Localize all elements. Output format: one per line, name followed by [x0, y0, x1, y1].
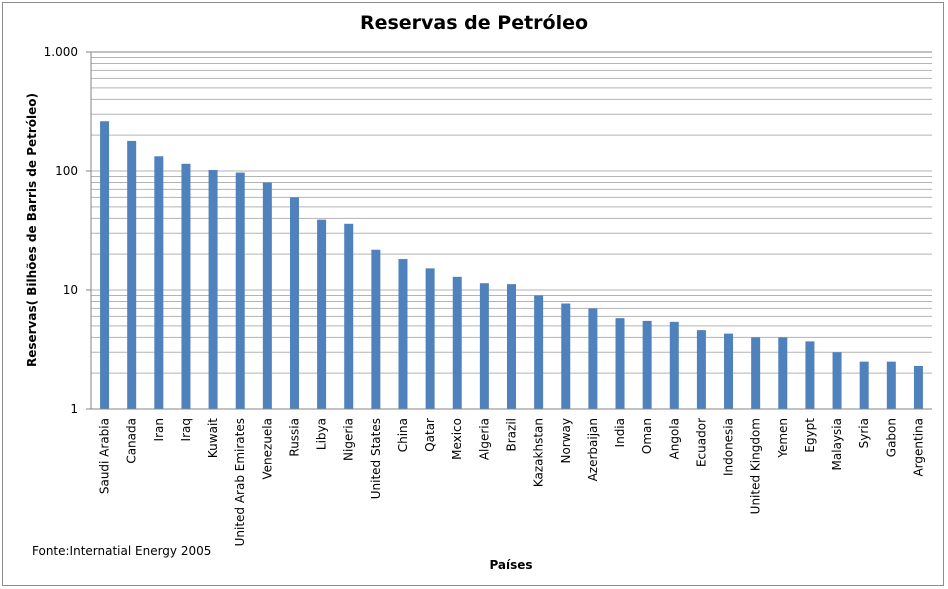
x-tick-label: Ecuador — [694, 418, 708, 467]
bar — [371, 249, 381, 409]
x-tick-label: United States — [369, 418, 383, 499]
x-tick-label: Algeria — [477, 418, 491, 460]
x-tick-label: Malaysia — [830, 418, 844, 470]
bar — [425, 268, 435, 409]
bar — [181, 163, 191, 409]
bar — [534, 295, 544, 409]
x-tick-label: Kuwait — [206, 418, 220, 458]
bar — [588, 308, 598, 409]
x-tick-label: Iraq — [179, 418, 193, 441]
bar — [805, 341, 815, 409]
bar — [886, 361, 896, 409]
x-tick-label: Brazil — [505, 418, 519, 452]
y-axis-title: Reservas( Bilhões de Barris de Petróleo) — [25, 93, 39, 367]
x-tick-label: Venezuela — [260, 418, 274, 480]
bar — [778, 337, 788, 409]
source-note: Fonte:Internatial Energy 2005 — [32, 544, 211, 558]
x-tick-label: United Kingdom — [749, 418, 763, 514]
y-tick-label: 10 — [63, 283, 78, 297]
bar — [289, 197, 299, 409]
x-tick-label: Egypt — [803, 418, 817, 453]
x-tick-label: Mexico — [450, 418, 464, 460]
x-tick-labels: Saudi Arabia Canada Iran Iraq Kuwait United A… — [98, 418, 926, 547]
x-tick-label: China — [396, 418, 410, 452]
x-tick-label: Angola — [667, 418, 681, 459]
x-tick-label: India — [613, 418, 627, 447]
y-tick-label: 1 — [70, 402, 78, 416]
y-tick-label: 1.000 — [44, 45, 78, 59]
axes — [90, 52, 932, 410]
bar — [154, 156, 164, 409]
chart-title: Reservas de Petróleo — [360, 12, 588, 34]
bar — [479, 283, 489, 409]
bar — [507, 284, 516, 409]
bar — [452, 276, 462, 409]
bar — [696, 330, 706, 409]
x-tick-label: Syria — [857, 418, 871, 448]
bar — [859, 361, 869, 409]
x-tick-label: Saudi Arabia — [98, 418, 112, 494]
bar — [127, 140, 137, 409]
x-tick-label: Canada — [125, 418, 139, 464]
bar — [344, 223, 354, 409]
bar — [832, 352, 842, 409]
x-tick-label: Argentina — [911, 418, 925, 477]
x-tick-label: Yemen — [776, 418, 790, 459]
bar — [642, 320, 652, 409]
y-tick-label: 100 — [55, 164, 78, 178]
bar — [208, 169, 218, 409]
bar — [398, 259, 408, 409]
x-tick-label: Oman — [640, 418, 654, 454]
bar — [669, 321, 679, 409]
x-tick-label: Gabon — [884, 418, 898, 457]
x-axis-title: Países — [489, 558, 532, 572]
x-tick-label: Nigeria — [342, 418, 356, 461]
bar — [235, 172, 245, 409]
x-tick-label: Iran — [152, 418, 166, 441]
bar — [100, 121, 110, 410]
x-tick-label: Azerbaijan — [586, 418, 600, 481]
y-tick-labels: 1 10 100 1.000 — [44, 45, 91, 416]
bar — [724, 333, 734, 409]
x-tick-label: Kazakhstan — [532, 418, 546, 487]
bar — [751, 337, 761, 409]
bar — [615, 318, 625, 409]
x-tick-label: United Arab Emirates — [233, 418, 247, 546]
bar — [262, 182, 272, 409]
bar — [317, 219, 327, 409]
bar — [561, 303, 571, 409]
x-tick-label: Indonesia — [722, 418, 736, 476]
x-tick-label: Libya — [315, 418, 329, 450]
x-tick-label: Qatar — [423, 418, 437, 452]
x-tick-label: Norway — [559, 418, 573, 464]
bar — [913, 365, 923, 409]
bars — [100, 121, 923, 410]
x-tick-label: Russia — [287, 418, 301, 457]
